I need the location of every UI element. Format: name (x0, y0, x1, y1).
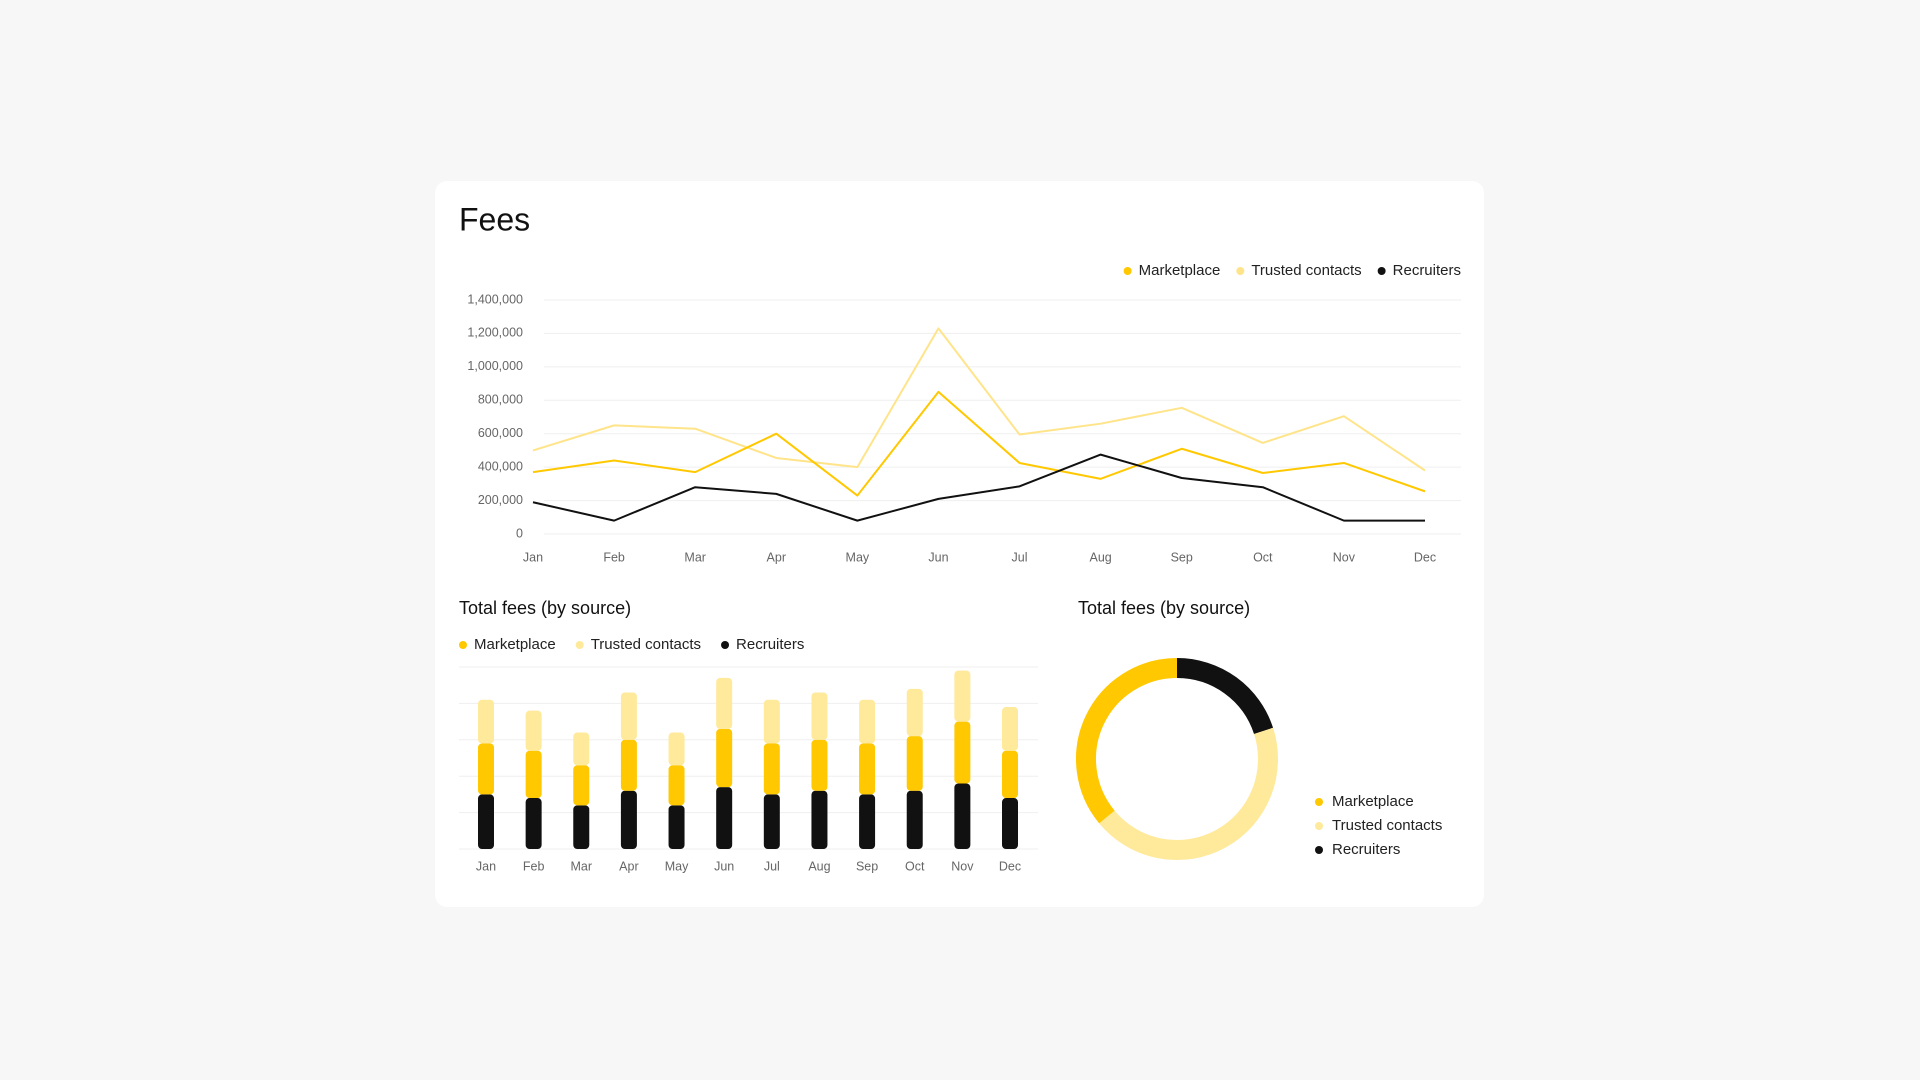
x-tick-label: Nov (951, 859, 974, 873)
y-tick-label: 1,400,000 (467, 292, 523, 306)
legend-label: Marketplace (1139, 262, 1221, 279)
legend-marker (1377, 267, 1386, 275)
y-tick-label: 1,200,000 (467, 326, 523, 340)
legend-label: Recruiters (736, 636, 804, 653)
y-tick-label: 200,000 (478, 493, 523, 507)
x-tick-label: Aug (1090, 550, 1112, 564)
bar-segment (620, 692, 637, 740)
x-tick-label: May (665, 859, 689, 873)
bar-segment (763, 699, 780, 744)
bar-segment (525, 750, 542, 799)
legend-marker (721, 641, 730, 649)
bar-segment (1002, 750, 1018, 799)
x-tick-label: Sep (1171, 550, 1193, 564)
legend-marker (1123, 267, 1132, 275)
dashboard: Fees Total fees (by source) Total fees (… (459, 201, 1461, 873)
bar-segment (763, 794, 780, 849)
chart-title: Total fees (by source) (1078, 598, 1250, 618)
legend-label: Recruiters (1332, 841, 1400, 858)
bar-segment (668, 765, 685, 806)
x-tick-label: Sep (856, 859, 878, 873)
legend-marker (1236, 267, 1245, 275)
bar-segment (716, 677, 733, 729)
bar-segment (668, 805, 685, 849)
x-tick-label: Aug (808, 859, 830, 873)
x-tick-label: Mar (684, 550, 706, 564)
legend-marker (1315, 822, 1323, 830)
bar-segment (811, 790, 828, 849)
bar-segment (525, 798, 542, 849)
legend-marker (1315, 846, 1323, 854)
legend-marker (459, 641, 467, 649)
x-tick-label: Jul (764, 859, 780, 873)
y-tick-label: 0 (516, 526, 523, 540)
x-tick-label: Jun (714, 859, 734, 873)
bar-segment (1002, 798, 1018, 849)
legend-marker (575, 641, 584, 649)
bar-segment (906, 736, 923, 791)
bar-segment (954, 670, 971, 722)
y-tick-label: 800,000 (478, 393, 523, 407)
legend-marker (1315, 798, 1323, 806)
bar-segment (859, 794, 876, 849)
legend-label: Marketplace (1332, 793, 1414, 810)
card: Fees Total fees (by source) Total fees (… (435, 181, 1484, 907)
legend-label: Marketplace (474, 636, 556, 653)
legend-label: Trusted contacts (591, 636, 701, 653)
x-tick-label: Mar (571, 859, 593, 873)
line-series (532, 453, 1425, 522)
bar-segment (620, 739, 637, 791)
x-tick-label: Jan (476, 859, 496, 873)
bar-segment (620, 790, 637, 849)
bar-segment (954, 783, 971, 849)
x-tick-label: Feb (603, 550, 625, 564)
bar-segment (811, 692, 828, 740)
bar-segment (478, 699, 494, 744)
bar-segment (859, 699, 876, 744)
bar-segment (811, 739, 828, 791)
bar-segment (668, 732, 685, 766)
x-tick-label: Dec (1414, 550, 1436, 564)
y-tick-label: 400,000 (478, 459, 523, 473)
bar-segment (525, 710, 542, 751)
bar-segment (573, 732, 590, 766)
donut-segment (1076, 658, 1178, 824)
bar-segment (478, 794, 494, 849)
x-tick-label: Jan (523, 550, 543, 564)
chart-title: Total fees (by source) (459, 598, 631, 618)
bar-segment (906, 688, 923, 737)
bar-segment (763, 743, 780, 795)
donut-segment (1099, 727, 1278, 860)
x-tick-label: Dec (999, 859, 1021, 873)
bar-segment (716, 787, 733, 849)
bar-segment (573, 765, 590, 806)
y-tick-label: 1,000,000 (467, 359, 523, 373)
x-tick-label: Oct (1253, 550, 1273, 564)
bar-segment (716, 728, 733, 788)
legend-label: Trusted contacts (1332, 817, 1442, 834)
bar-segment (954, 721, 971, 784)
bar-segment (906, 790, 923, 849)
donut-segment (1176, 658, 1274, 735)
chart-title: Fees (459, 201, 530, 237)
line-series (532, 390, 1426, 497)
x-tick-label: Apr (619, 859, 638, 873)
x-tick-label: Jul (1012, 550, 1028, 564)
x-tick-label: Apr (767, 550, 786, 564)
bar-segment (1002, 707, 1018, 751)
line-series (532, 327, 1426, 472)
bar-segment (859, 743, 876, 795)
x-tick-label: Oct (905, 859, 925, 873)
x-tick-label: Feb (523, 859, 545, 873)
legend-label: Recruiters (1393, 262, 1461, 279)
x-tick-label: May (846, 550, 870, 564)
y-tick-label: 600,000 (478, 426, 523, 440)
bar-segment (573, 805, 590, 849)
bar-segment (478, 743, 494, 795)
x-tick-label: Nov (1333, 550, 1356, 564)
legend-label: Trusted contacts (1251, 262, 1361, 279)
x-tick-label: Jun (928, 550, 948, 564)
